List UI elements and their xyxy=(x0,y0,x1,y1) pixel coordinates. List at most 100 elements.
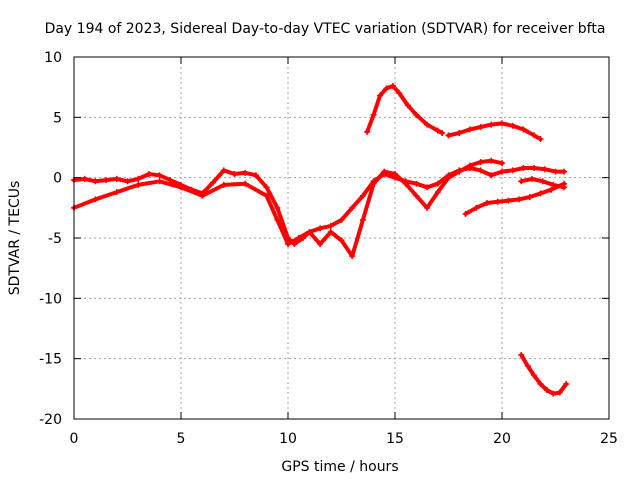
series-line-arc-2 xyxy=(72,166,567,246)
data-point-marker xyxy=(364,128,371,135)
data-point-marker xyxy=(526,193,533,200)
data-point-marker xyxy=(424,121,431,128)
data-point-marker xyxy=(392,174,398,181)
data-point-marker xyxy=(370,178,377,185)
data-point-marker xyxy=(473,204,480,211)
data-point-marker xyxy=(113,189,120,196)
data-point-marker xyxy=(145,171,152,178)
x-axis-label: GPS time / hours xyxy=(281,459,398,475)
data-point-marker xyxy=(306,228,313,235)
data-point-marker xyxy=(338,216,345,223)
data-point-marker xyxy=(338,237,345,244)
data-point-marker xyxy=(537,190,544,197)
data-point-marker xyxy=(561,168,568,175)
data-point-marker xyxy=(505,197,512,204)
data-point-marker xyxy=(359,192,366,199)
chart-title: Day 194 of 2023, Sidereal Day-to-day VTE… xyxy=(45,21,606,37)
data-point-marker xyxy=(499,120,505,127)
x-tick-label: 5 xyxy=(177,431,186,447)
data-point-marker xyxy=(81,175,88,182)
data-point-marker xyxy=(424,184,431,191)
data-point-marker xyxy=(263,184,270,191)
data-point-marker xyxy=(434,180,441,187)
data-point-marker xyxy=(413,192,420,199)
data-point-marker xyxy=(531,165,538,172)
data-point-marker xyxy=(124,178,131,185)
data-point-marker xyxy=(359,216,366,223)
data-point-marker xyxy=(434,127,441,134)
data-point-marker xyxy=(552,168,559,175)
data-point-marker xyxy=(135,175,142,182)
data-point-marker xyxy=(563,381,570,388)
y-tick-label: -10 xyxy=(39,291,62,307)
data-point-marker xyxy=(531,132,538,139)
data-point-marker xyxy=(210,179,217,186)
data-point-marker xyxy=(156,178,163,185)
data-point-marker xyxy=(383,85,390,92)
data-point-marker xyxy=(445,132,452,139)
data-point-marker xyxy=(396,90,403,97)
data-point-marker xyxy=(263,192,270,199)
data-point-marker xyxy=(528,175,535,182)
data-point-marker xyxy=(231,171,238,178)
data-point-marker xyxy=(377,92,384,99)
data-point-marker xyxy=(242,169,249,176)
data-point-marker xyxy=(561,184,568,191)
data-point-marker xyxy=(220,181,227,188)
x-tick-label: 20 xyxy=(493,431,511,447)
series-line-arc-3 xyxy=(365,84,445,135)
data-point-marker xyxy=(531,372,538,379)
grid-lines xyxy=(74,57,609,419)
data-point-marker xyxy=(494,198,501,205)
data-point-marker xyxy=(543,387,550,394)
data-point-marker xyxy=(509,167,516,174)
data-point-marker xyxy=(488,172,495,179)
data-point-marker xyxy=(539,178,546,185)
data-point-marker xyxy=(424,204,431,211)
y-tick-label: -5 xyxy=(48,231,62,247)
data-point-marker xyxy=(327,228,334,235)
data-point-marker xyxy=(370,111,377,118)
y-tick-label: 0 xyxy=(53,171,62,187)
data-point-marker xyxy=(135,181,142,188)
x-tick-label: 25 xyxy=(600,431,618,447)
data-point-marker xyxy=(488,121,495,128)
data-point-marker xyxy=(285,241,291,248)
data-point-marker xyxy=(488,157,495,164)
data-point-marker xyxy=(541,166,548,173)
data-point-marker xyxy=(317,241,324,248)
data-point-marker xyxy=(477,158,484,165)
data-point-marker xyxy=(402,178,409,185)
data-point-marker xyxy=(220,167,227,174)
data-point-marker xyxy=(252,172,259,179)
data-series xyxy=(71,82,570,397)
data-point-marker xyxy=(295,235,302,241)
data-point-marker xyxy=(381,171,388,178)
data-point-marker xyxy=(456,167,463,174)
data-point-marker xyxy=(499,160,505,167)
data-point-marker xyxy=(113,175,120,182)
data-point-marker xyxy=(462,210,469,217)
data-point-marker xyxy=(477,167,484,174)
data-point-marker xyxy=(516,196,523,203)
series-line-arc-5 xyxy=(463,181,567,216)
data-point-marker xyxy=(349,204,356,211)
data-point-marker xyxy=(509,122,516,129)
data-point-marker xyxy=(413,111,420,118)
y-tick-label: 5 xyxy=(53,110,62,126)
x-tick-label: 0 xyxy=(70,431,79,447)
y-tick-label: -15 xyxy=(39,352,62,368)
data-point-marker xyxy=(317,225,324,232)
data-point-marker xyxy=(499,168,505,175)
series-line-arc-7 xyxy=(519,353,569,396)
data-point-marker xyxy=(518,352,525,359)
data-point-marker xyxy=(274,204,281,211)
data-point-marker xyxy=(92,196,99,203)
data-point-marker xyxy=(520,126,527,133)
data-point-marker xyxy=(556,389,563,396)
x-tick-label: 15 xyxy=(386,431,404,447)
data-point-marker xyxy=(477,123,484,130)
y-axis-label: SDTVAR / TECUs xyxy=(7,181,23,296)
data-point-marker xyxy=(404,102,411,109)
